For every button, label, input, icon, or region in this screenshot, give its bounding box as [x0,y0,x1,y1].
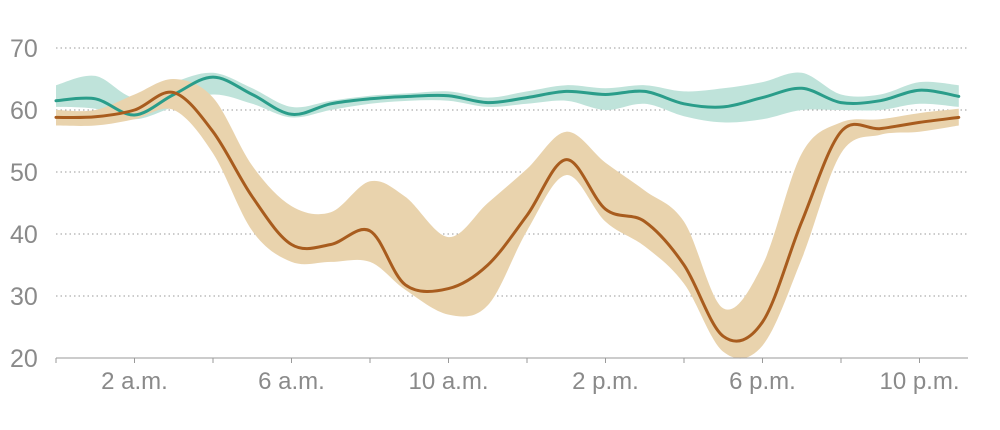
x-tick-label: 6 p.m. [729,368,796,395]
y-tick-label: 60 [10,97,38,125]
series-lines [54,75,961,343]
series-1-band [56,78,959,359]
y-tick-label: 40 [10,221,38,249]
confidence-bands [56,72,959,359]
x-tick-label: 10 p.m. [879,368,959,395]
x-tick-label: 2 p.m. [572,368,639,395]
x-tick-label: 6 a.m. [258,368,325,395]
y-tick-label: 70 [10,35,38,63]
series-1-line [54,90,961,343]
y-tick-label: 20 [10,345,38,373]
x-tick-label: 2 a.m. [101,368,168,395]
x-tick-label: 10 a.m. [408,368,488,395]
x-axis: 2 a.m. 6 a.m. 10 a.m. 2 p.m. 6 p.m. 10 p.m. [55,357,968,395]
y-tick-label: 30 [10,283,38,311]
y-axis-labels: 70 60 50 40 30 20 [10,35,38,373]
series-0-line [54,75,961,117]
y-tick-label: 50 [10,159,38,187]
